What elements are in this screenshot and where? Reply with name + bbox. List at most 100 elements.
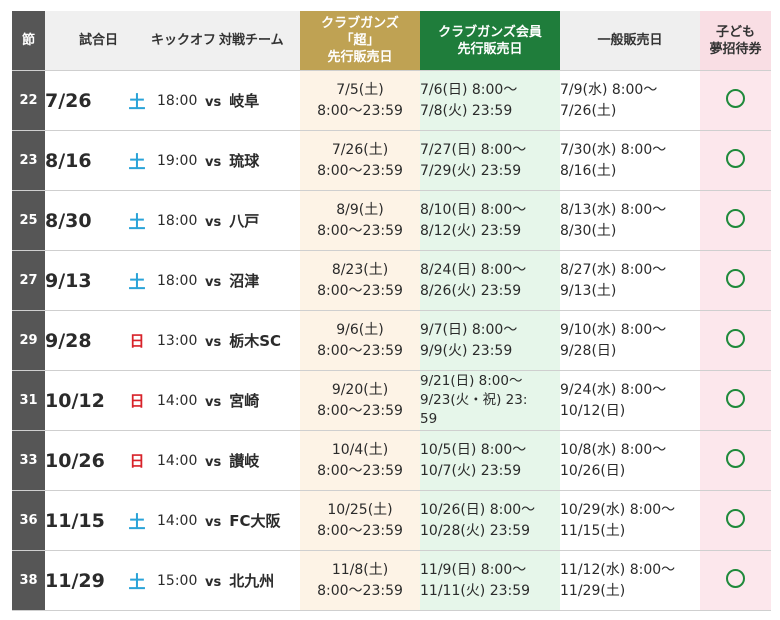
vs-label: vs [205,335,222,350]
available-circle-icon [726,449,745,468]
match-date: 8/30 [45,190,117,251]
general-sale-date: 10/8(水) 8:00〜 10/26(日) [560,430,700,491]
member-presale-date: 9/21(日) 8:00〜 9/23(火・祝) 23: 59 [420,370,560,431]
vs-label: vs [205,155,222,170]
kids-invite-available [700,310,771,371]
table-row: 36 11/15 土 14:00 vs FC大阪 10/25(土) 8:00〜23:… [12,490,771,551]
kids-invite-available [700,70,771,131]
vs-label: vs [205,515,222,530]
match-weekday: 土 [117,70,157,131]
table-row: 22 7/26 土 18:00 vs 岐阜 7/5(土) 8:00〜23:59 7/… [12,70,771,131]
match-weekday: 土 [117,130,157,191]
section-number: 36 [12,490,45,551]
kids-invite-available [700,430,771,491]
vs-label: vs [205,575,222,590]
member-presale-date: 7/27(日) 8:00〜 7/29(火) 23:59 [420,130,560,191]
match-date: 10/26 [45,430,117,491]
general-sale-date: 9/10(水) 8:00〜 9/28(日) [560,310,700,371]
kids-invite-available [700,550,771,611]
general-sale-date: 8/27(水) 8:00〜 9/13(土) [560,250,700,311]
kids-invite-available [700,490,771,551]
super-presale-date: 7/5(土) 8:00〜23:59 [300,70,420,131]
match-date: 9/28 [45,310,117,371]
header-date: 試合日 [79,33,119,48]
vs-label: vs [205,395,222,410]
vs-label: vs [205,95,222,110]
section-number: 22 [12,70,45,131]
header-opponent: 対戦チーム [219,33,284,48]
table-row: 27 9/13 土 18:00 vs 沼津 8/23(土) 8:00〜23:59 8… [12,250,771,311]
member-presale-date: 10/5(日) 8:00〜 10/7(火) 23:59 [420,430,560,491]
super-presale-date: 11/8(土) 8:00〜23:59 [300,550,420,611]
kickoff-time: 18:00 [157,250,205,311]
member-presale-date: 7/6(日) 8:00〜 7/8(火) 23:59 [420,70,560,131]
available-circle-icon [726,329,745,348]
kids-invite-available [700,250,771,311]
section-number: 27 [12,250,45,311]
kickoff-time: 18:00 [157,70,205,131]
match-weekday: 土 [117,490,157,551]
match-weekday: 日 [117,430,157,491]
header-kids-invite: 子ども 夢招待券 [700,11,771,71]
general-sale-date: 7/30(水) 8:00〜 8/16(土) [560,130,700,191]
match-weekday: 土 [117,250,157,311]
opponent-name: 琉球 [229,152,260,170]
member-presale-date: 8/10(日) 8:00〜 8/12(火) 23:59 [420,190,560,251]
match-date: 7/26 [45,70,117,131]
match-weekday: 土 [117,190,157,251]
opponent-team: vs 讃岐 [205,430,300,491]
section-number: 38 [12,550,45,611]
opponent-name: 八戸 [229,212,260,230]
opponent-team: vs 北九州 [205,550,300,611]
available-circle-icon [726,89,745,108]
match-schedule-table: 節 試合日 キックオフ 対戦チーム クラブガンズ 「超」 先行販売日 クラブガン… [12,11,771,611]
opponent-name: 讃岐 [229,452,260,470]
opponent-name: 宮崎 [229,392,260,410]
member-presale-date: 11/9(日) 8:00〜 11/11(火) 23:59 [420,550,560,611]
match-date: 11/29 [45,550,117,611]
table-row: 29 9/28 日 13:00 vs 栃木SC 9/6(土) 8:00〜23:59 … [12,310,771,371]
opponent-team: vs 八戸 [205,190,300,251]
header-row: 節 試合日 キックオフ 対戦チーム クラブガンズ 「超」 先行販売日 クラブガン… [12,11,771,71]
super-presale-date: 10/4(土) 8:00〜23:59 [300,430,420,491]
opponent-team: vs 岐阜 [205,70,300,131]
header-super-presale: クラブガンズ 「超」 先行販売日 [300,11,420,71]
member-presale-date: 9/7(日) 8:00〜 9/9(火) 23:59 [420,310,560,371]
member-presale-date: 10/26(日) 8:00〜 10/28(火) 23:59 [420,490,560,551]
general-sale-date: 7/9(水) 8:00〜 7/26(土) [560,70,700,131]
super-presale-date: 7/26(土) 8:00〜23:59 [300,130,420,191]
match-date: 11/15 [45,490,117,551]
super-presale-date: 9/20(土) 8:00〜23:59 [300,370,420,431]
opponent-name: FC大阪 [229,512,281,530]
opponent-name: 沼津 [229,272,260,290]
vs-label: vs [205,215,222,230]
kids-invite-available [700,190,771,251]
kickoff-time: 14:00 [157,430,205,491]
match-weekday: 土 [117,550,157,611]
super-presale-date: 10/25(土) 8:00〜23:59 [300,490,420,551]
general-sale-date: 8/13(水) 8:00〜 8/30(土) [560,190,700,251]
section-number: 31 [12,370,45,431]
vs-label: vs [205,275,222,290]
opponent-name: 北九州 [229,572,275,590]
table-row: 38 11/29 土 15:00 vs 北九州 11/8(土) 8:00〜23:59… [12,550,771,611]
super-presale-date: 8/9(土) 8:00〜23:59 [300,190,420,251]
available-circle-icon [726,569,745,588]
available-circle-icon [726,269,745,288]
general-sale-date: 10/29(水) 8:00〜 11/15(土) [560,490,700,551]
header-general-sale: 一般販売日 [560,11,700,71]
kickoff-time: 15:00 [157,550,205,611]
opponent-name: 栃木SC [229,332,282,350]
table-row: 31 10/12 日 14:00 vs 宮崎 9/20(土) 8:00〜23:59 … [12,370,771,431]
kids-invite-available [700,130,771,191]
opponent-team: vs 栃木SC [205,310,300,371]
available-circle-icon [726,209,745,228]
section-number: 25 [12,190,45,251]
match-date: 9/13 [45,250,117,311]
kickoff-time: 19:00 [157,130,205,191]
match-weekday: 日 [117,310,157,371]
section-number: 23 [12,130,45,191]
kickoff-time: 14:00 [157,370,205,431]
kickoff-time: 14:00 [157,490,205,551]
general-sale-date: 11/12(水) 8:00〜 11/29(土) [560,550,700,611]
